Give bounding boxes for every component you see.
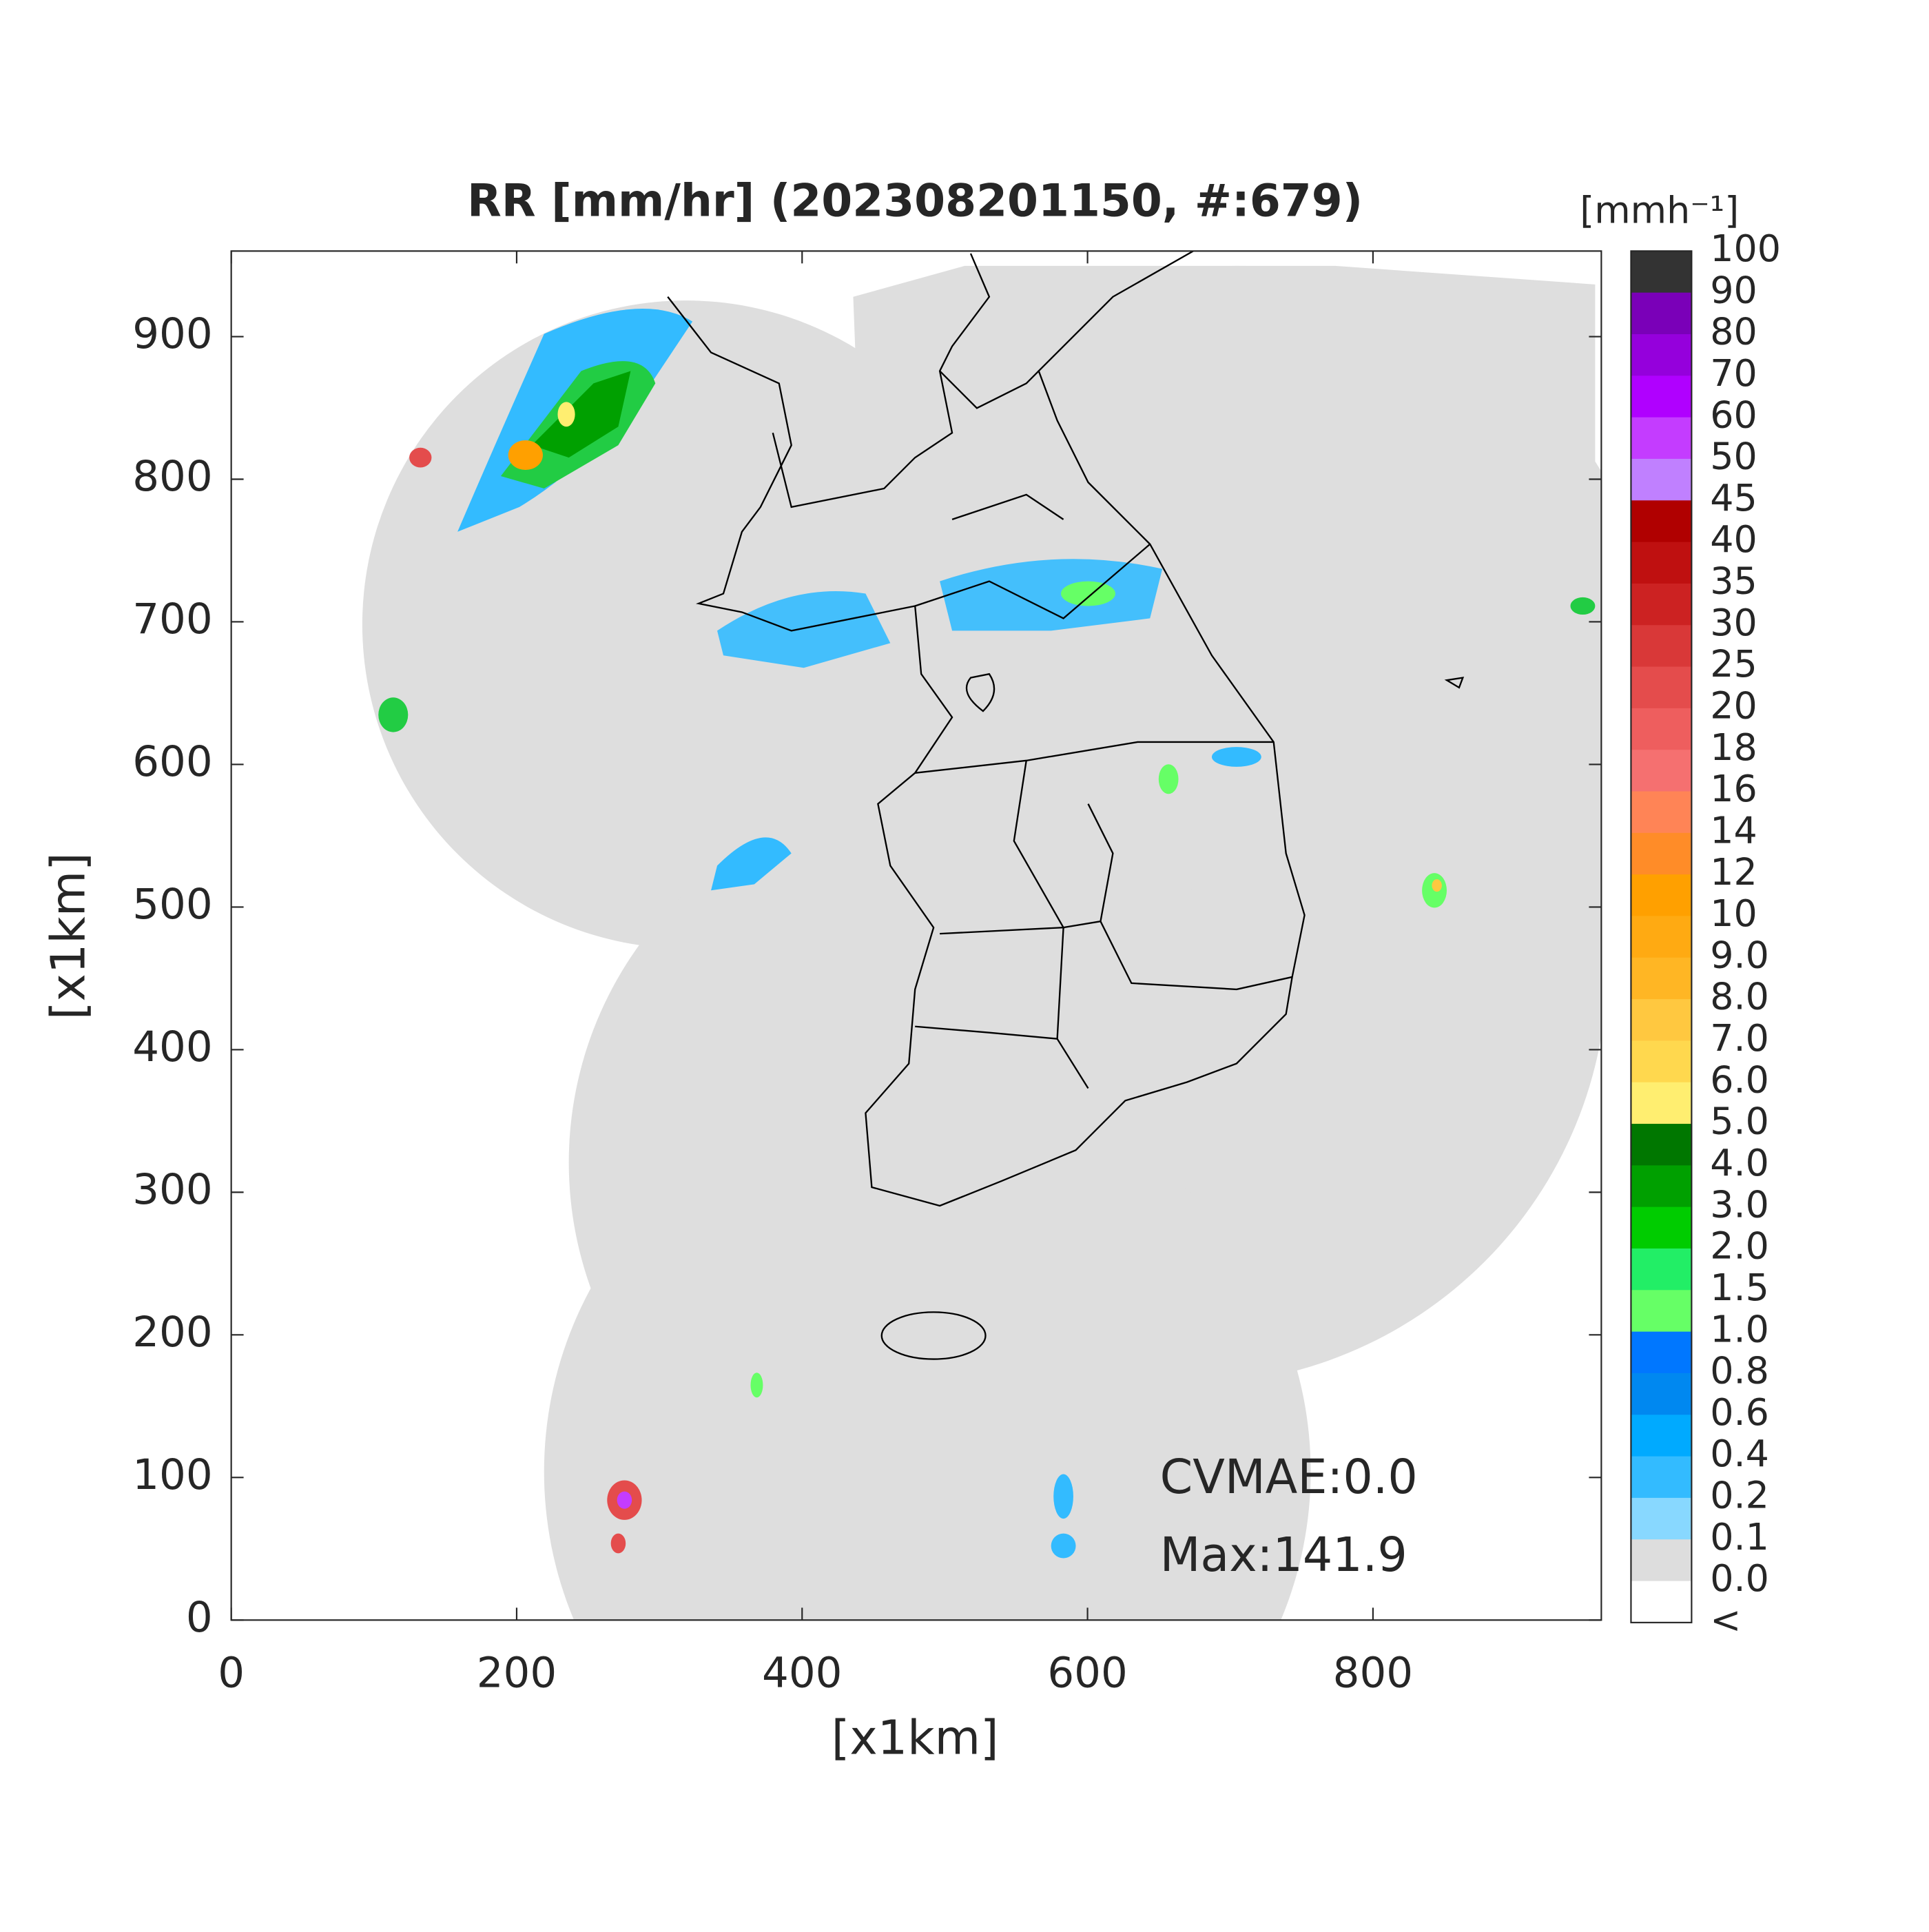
colorbar-segment: [1631, 1581, 1692, 1623]
y-tick-label: 300: [132, 1165, 212, 1214]
colorbar-frame: [1630, 250, 1693, 1623]
colorbar-label: 12: [1710, 850, 1757, 894]
colorbar-segment: [1631, 1539, 1692, 1582]
colorbar-segment: [1631, 500, 1692, 543]
colorbar-label: 20: [1710, 684, 1757, 728]
colorbar-label: 60: [1710, 393, 1757, 436]
colorbar-segment: [1631, 708, 1692, 751]
colorbar-segment: [1631, 1456, 1692, 1499]
colorbar-segment: [1631, 1290, 1692, 1333]
colorbar-label: 18: [1710, 726, 1757, 769]
x-tick-label: 600: [1047, 1649, 1127, 1698]
colorbar-label: 0.4: [1710, 1432, 1769, 1475]
colorbar-label: 70: [1710, 351, 1757, 395]
colorbar-segment: [1631, 1165, 1692, 1208]
colorbar-label: 30: [1710, 601, 1757, 644]
colorbar-segment: [1631, 292, 1692, 335]
colorbar-segment: [1631, 1040, 1692, 1083]
colorbar-label: 1.0: [1710, 1307, 1769, 1350]
colorbar-label: 0.8: [1710, 1349, 1769, 1393]
colorbar-label: 0.2: [1710, 1474, 1769, 1517]
colorbar-segment: [1631, 583, 1692, 626]
y-tick-label: 600: [132, 737, 212, 786]
colorbar-label: 4.0: [1710, 1141, 1769, 1184]
colorbar-label: 6.0: [1710, 1058, 1769, 1101]
annotation: CVMAE:0.0: [1160, 1450, 1418, 1505]
x-axis-label: [x1km]: [832, 1712, 999, 1766]
colorbar-label: 0.6: [1710, 1390, 1769, 1434]
colorbar-segment: [1631, 417, 1692, 460]
colorbar-segment: [1631, 251, 1692, 294]
x-tick-label: 400: [762, 1649, 842, 1698]
radar-coverage: [362, 265, 1602, 1621]
colorbar-segment: [1631, 1331, 1692, 1374]
radar-map: [362, 251, 1602, 1621]
colorbar-segment: [1631, 874, 1692, 917]
colorbar-segment: [1631, 1248, 1692, 1291]
y-tick-label: 200: [132, 1308, 212, 1357]
colorbar-segment: [1631, 666, 1692, 709]
chart-title: RR [mm/hr] (202308201150, #:679): [467, 176, 1363, 227]
x-tick-label: 200: [477, 1649, 557, 1698]
colorbar-label: 80: [1710, 310, 1757, 353]
colorbar-label: 16: [1710, 767, 1757, 810]
colorbar-label: 45: [1710, 476, 1757, 520]
colorbar-label: 3.0: [1710, 1182, 1769, 1226]
colorbar-label: 8.0: [1710, 975, 1769, 1018]
colorbar-segment: [1631, 791, 1692, 834]
colorbar-label: 0.1: [1710, 1515, 1769, 1559]
colorbar-segment: [1631, 625, 1692, 668]
colorbar-label: <: [1710, 1599, 1741, 1642]
colorbar-label: 90: [1710, 268, 1757, 311]
y-tick-label: 0: [186, 1593, 213, 1642]
colorbar-label: 14: [1710, 808, 1757, 852]
x-tick-label: 800: [1333, 1649, 1413, 1698]
colorbar-label: 50: [1710, 435, 1757, 478]
colorbar-unit: [mmh⁻¹]: [1580, 188, 1739, 232]
colorbar-segment: [1631, 1206, 1692, 1249]
y-axis-label: [x1km]: [42, 852, 96, 1020]
colorbar-label: 0.0: [1710, 1556, 1769, 1600]
colorbar-label: 7.0: [1710, 1016, 1769, 1060]
colorbar-segment: [1631, 1124, 1692, 1167]
colorbar-segment: [1631, 333, 1692, 377]
x-tick-label: 0: [218, 1649, 245, 1698]
y-tick-label: 700: [132, 595, 212, 644]
y-tick-label: 900: [132, 309, 212, 358]
colorbar-label: 9.0: [1710, 933, 1769, 976]
colorbar-segment: [1631, 1497, 1692, 1541]
colorbar-label: 35: [1710, 559, 1757, 603]
colorbar-segment: [1631, 1415, 1692, 1457]
colorbar-segment: [1631, 750, 1692, 792]
colorbar-segment: [1631, 957, 1692, 1000]
coastline: [667, 251, 1465, 1360]
colorbar-label: 2.0: [1710, 1224, 1769, 1268]
colorbar-segment: [1631, 1373, 1692, 1416]
plot-frame: [230, 250, 1602, 1621]
colorbar-label: 100: [1710, 227, 1781, 270]
colorbar-label: 10: [1710, 892, 1757, 935]
colorbar-label: 40: [1710, 517, 1757, 561]
colorbar-segment: [1631, 916, 1692, 958]
colorbar-segment: [1631, 1082, 1692, 1124]
colorbar-segment: [1631, 999, 1692, 1042]
colorbar-segment: [1631, 832, 1692, 876]
colorbar-segment: [1631, 376, 1692, 418]
colorbar-segment: [1631, 458, 1692, 502]
y-tick-label: 100: [132, 1450, 212, 1499]
colorbar-label: 5.0: [1710, 1100, 1769, 1143]
rain-echoes: [378, 308, 1596, 1559]
y-tick-label: 500: [132, 880, 212, 929]
colorbar-label: 25: [1710, 642, 1757, 686]
colorbar-segment: [1631, 542, 1692, 584]
y-tick-label: 400: [132, 1022, 212, 1071]
y-tick-label: 800: [132, 452, 212, 501]
colorbar-label: 1.5: [1710, 1266, 1769, 1309]
annotation: Max:141.9: [1160, 1528, 1407, 1583]
